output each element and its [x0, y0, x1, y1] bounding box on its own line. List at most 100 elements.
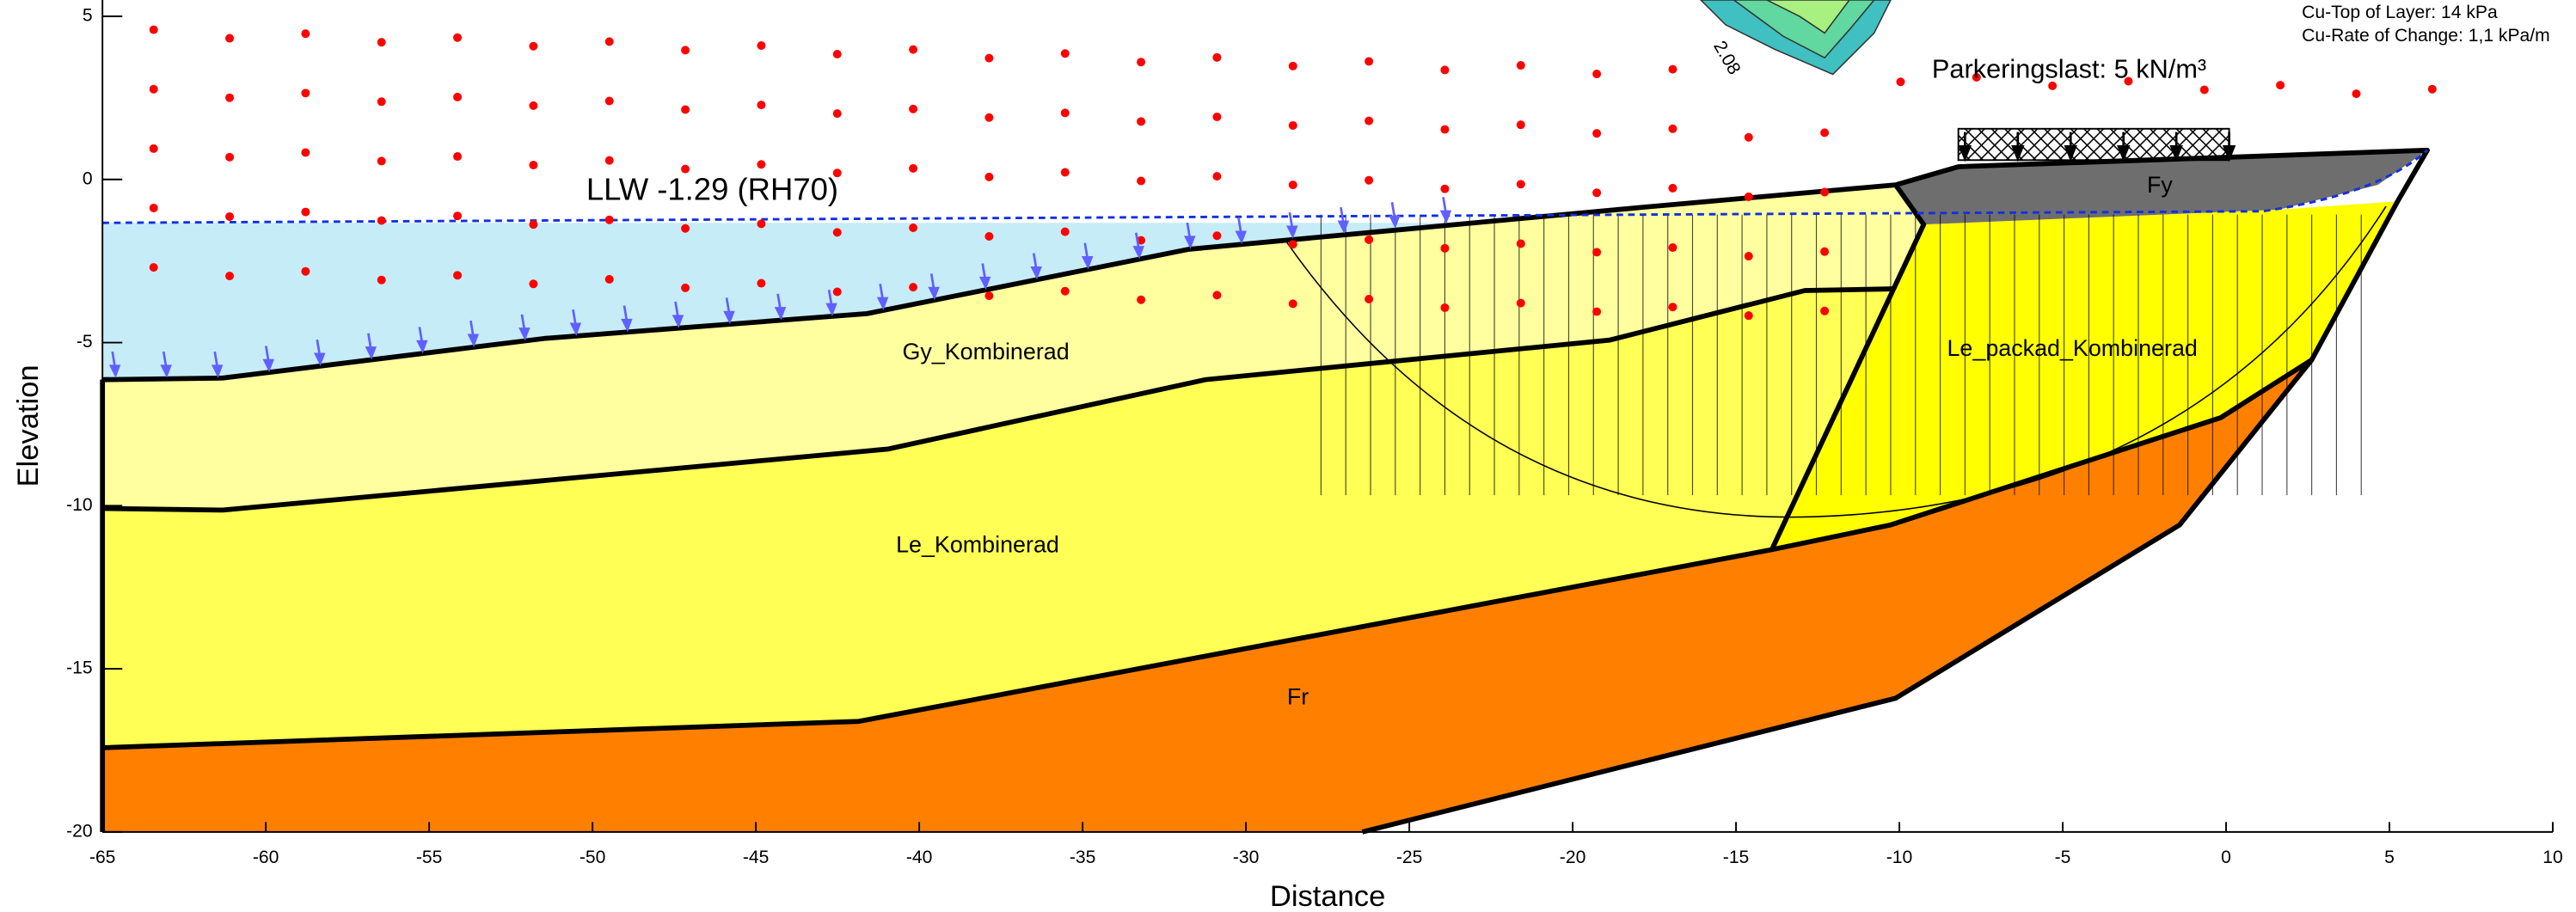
- grid-point: [1365, 295, 1373, 303]
- grid-point: [1365, 117, 1373, 125]
- region-label: Gy_Kombinerad: [902, 339, 1069, 364]
- grid-point: [1137, 58, 1145, 66]
- grid-point: [2428, 85, 2437, 94]
- grid-point: [1212, 53, 1221, 62]
- grid-point: [833, 288, 842, 297]
- grid-point: [909, 283, 917, 291]
- grid-point: [757, 219, 765, 228]
- grid-point: [377, 97, 386, 106]
- grid-point: [1440, 303, 1449, 312]
- grid-point: [377, 217, 386, 225]
- grid-point: [1212, 231, 1221, 240]
- grid-point: [1745, 133, 1753, 142]
- grid-point: [605, 97, 614, 106]
- region-label: Fr: [1287, 683, 1309, 709]
- grid-point: [453, 271, 462, 279]
- grid-point: [1668, 243, 1677, 252]
- y-tick-label: -10: [66, 495, 93, 515]
- grid-point: [909, 223, 917, 232]
- region-label: Le_packad_Kombinerad: [1947, 335, 2197, 361]
- y-tick-label: 5: [83, 6, 93, 26]
- x-tick-label: -60: [253, 848, 279, 867]
- grid-point: [225, 212, 234, 221]
- grid-point: [1365, 57, 1373, 65]
- grid-point: [529, 279, 537, 288]
- note: Cu-Top of Layer: 14 kPa: [2302, 3, 2498, 22]
- x-tick-label: -5: [2055, 848, 2071, 867]
- grid-point: [301, 267, 310, 276]
- grid-point: [757, 160, 765, 168]
- grid-point: [1820, 128, 1829, 137]
- grid-point: [833, 109, 842, 118]
- x-tick-label: -45: [743, 848, 770, 867]
- grid-point: [2352, 89, 2360, 98]
- contour-label: 2.08: [1709, 38, 1744, 78]
- grid-point: [909, 46, 917, 54]
- grid-point: [681, 46, 690, 54]
- grid-point: [1137, 117, 1145, 125]
- grid-point: [605, 275, 614, 284]
- surface-load: [1959, 129, 2229, 160]
- x-axis-label: Distance: [1270, 880, 1385, 912]
- grid-point: [1212, 291, 1221, 299]
- grid-point: [984, 173, 993, 181]
- x-tick-label: 10: [2542, 848, 2562, 867]
- grid-point: [605, 156, 614, 165]
- grid-point: [529, 220, 537, 229]
- pressure-arrow-head: [1440, 211, 1451, 223]
- x-tick-label: -20: [1560, 848, 1586, 867]
- y-tick-label: 0: [83, 168, 93, 188]
- chart: -65-60-55-50-45-40-35-30-25-20-15-10-505…: [0, 0, 2576, 912]
- grid-point: [984, 113, 993, 122]
- grid-point: [150, 263, 158, 272]
- grid-point: [605, 37, 614, 46]
- grid-point: [225, 94, 234, 102]
- grid-point: [453, 93, 462, 101]
- grid-point: [757, 279, 765, 288]
- grid-point: [1592, 188, 1601, 197]
- grid-point: [150, 204, 158, 212]
- x-tick-label: -25: [1396, 848, 1423, 867]
- y-axis-label: Elevation: [12, 364, 45, 487]
- x-tick-label: -10: [1886, 848, 1913, 867]
- grid-point: [529, 42, 537, 51]
- grid-point: [453, 211, 462, 220]
- grid-point: [1668, 303, 1677, 311]
- x-tick-label: -40: [906, 848, 933, 867]
- grid-point: [1896, 77, 1904, 86]
- y-tick-label: -20: [66, 821, 93, 841]
- grid-point: [757, 41, 765, 50]
- grid-point: [453, 152, 462, 161]
- grid-point: [1061, 108, 1070, 117]
- y-tick-label: -5: [77, 332, 93, 352]
- x-tick-label: -30: [1233, 848, 1260, 867]
- grid-point: [1289, 240, 1297, 248]
- grid-point: [1592, 248, 1601, 256]
- grid-point: [225, 153, 234, 162]
- grid-point: [150, 85, 158, 94]
- x-tick-label: 5: [2384, 848, 2395, 867]
- x-tick-label: -65: [89, 848, 116, 867]
- grid-point: [1289, 62, 1297, 70]
- grid-point: [1517, 120, 1525, 129]
- grid-point: [1137, 176, 1145, 185]
- grid-point: [1289, 121, 1297, 130]
- grid-point: [1289, 299, 1297, 308]
- grid-point: [1820, 248, 1829, 256]
- grid-point: [1592, 129, 1601, 138]
- grid-point: [833, 228, 842, 236]
- x-tick-label: 0: [2221, 848, 2231, 867]
- water-line-label: LLW -1.29 (RH70): [586, 171, 838, 206]
- grid-point: [1592, 308, 1601, 316]
- note: Cu-Rate of Change: 1,1 kPa/m: [2302, 26, 2550, 46]
- grid-point: [453, 34, 462, 42]
- grid-point: [1668, 184, 1677, 193]
- grid-point: [1440, 65, 1449, 74]
- grid-point: [1592, 70, 1601, 78]
- grid-point: [681, 284, 690, 292]
- grid-point: [1061, 168, 1070, 176]
- grid-point: [1745, 311, 1753, 320]
- grid-point: [377, 156, 386, 165]
- grid-point: [1061, 228, 1070, 236]
- region-label: Le_Kombinerad: [896, 532, 1059, 558]
